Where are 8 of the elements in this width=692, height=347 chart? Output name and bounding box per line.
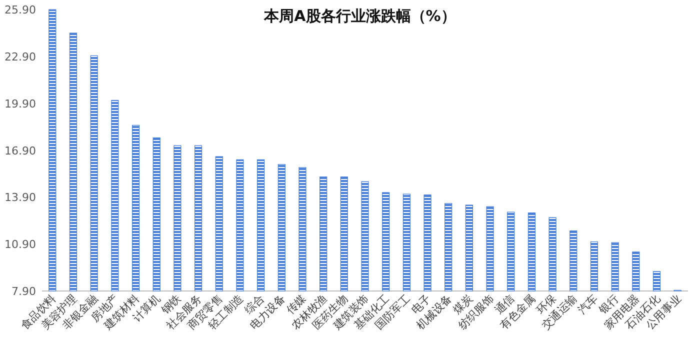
y-tick-label: 22.90 xyxy=(4,50,36,64)
y-tick-label: 25.90 xyxy=(4,4,36,17)
y-tick-label: 10.90 xyxy=(4,238,36,252)
y-tick-label: 7.90 xyxy=(12,285,36,298)
y-tick-label: 13.90 xyxy=(4,191,36,204)
y-tick-label: 16.90 xyxy=(4,144,36,158)
chart-title: 本周A股各行业涨跌幅（%） xyxy=(263,7,456,25)
y-tick-label: 19.90 xyxy=(4,97,36,110)
